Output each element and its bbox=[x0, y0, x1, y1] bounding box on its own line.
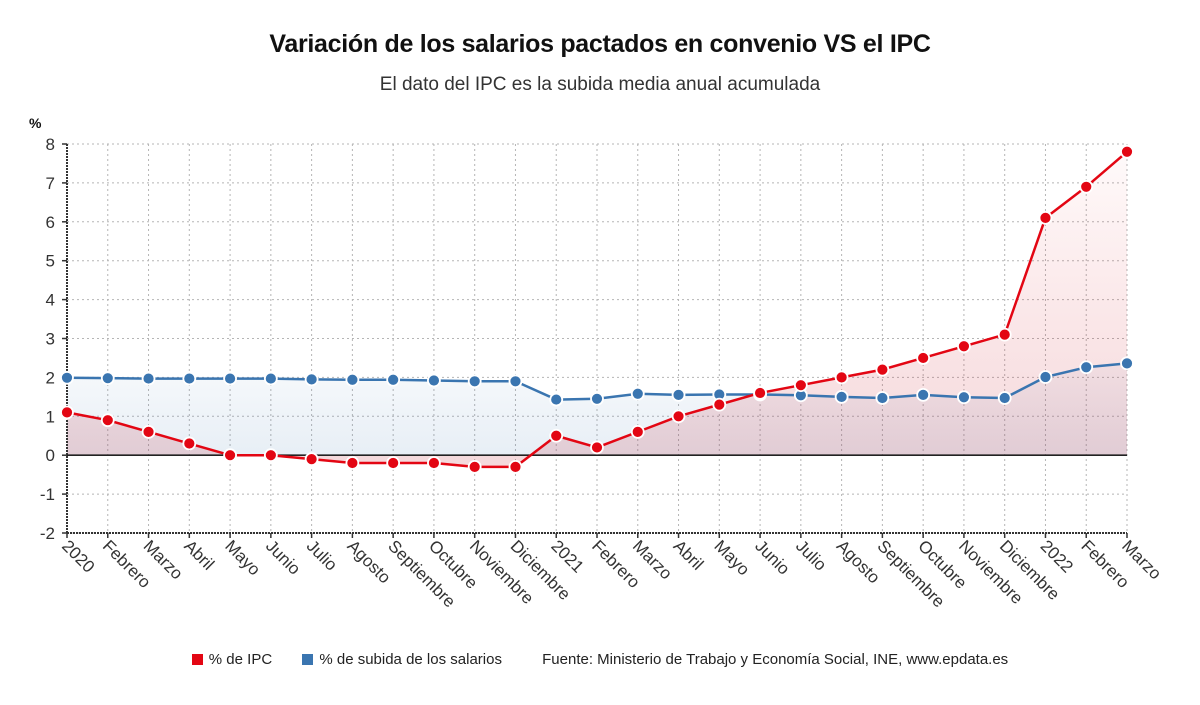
source-note: Fuente: Ministerio de Trabajo y Economía… bbox=[542, 651, 1009, 668]
point-salarios bbox=[345, 372, 360, 387]
x-tick-label: Junio bbox=[751, 536, 793, 578]
point-ipc bbox=[997, 327, 1012, 342]
point-ipc bbox=[1038, 211, 1053, 225]
y-tick-label: 6 bbox=[46, 213, 55, 232]
legend-item-ipc[interactable]: % de IPC bbox=[191, 651, 277, 668]
point-ipc bbox=[304, 452, 319, 466]
point-salarios bbox=[304, 372, 319, 387]
chart-title: Variación de los salarios pactados en co… bbox=[269, 30, 931, 58]
point-salarios bbox=[875, 391, 890, 405]
point-salarios bbox=[590, 391, 604, 406]
y-tick-labels: -2 -1 0 1 2 3 4 5 6 7 8 bbox=[40, 135, 55, 543]
point-salarios bbox=[263, 371, 278, 386]
point-salarios bbox=[386, 372, 401, 387]
point-ipc bbox=[630, 424, 645, 439]
point-ipc bbox=[916, 351, 931, 365]
point-ipc bbox=[590, 440, 604, 455]
legend-label-ipc: % de IPC bbox=[208, 651, 273, 668]
point-salarios bbox=[1120, 356, 1134, 371]
x-tick-label: 2020 bbox=[58, 536, 98, 576]
point-ipc bbox=[834, 370, 849, 385]
point-ipc bbox=[467, 459, 482, 474]
point-ipc bbox=[549, 428, 564, 443]
x-tick-label: Julio bbox=[792, 536, 830, 574]
x-tick-label: Junio bbox=[262, 536, 304, 578]
chart-subtitle: El dato del IPC es la subida media anual… bbox=[379, 74, 821, 95]
x-tick-label: Agosto bbox=[833, 536, 884, 587]
legend-swatch-ipc bbox=[191, 654, 203, 665]
point-salarios bbox=[1079, 360, 1094, 375]
grid bbox=[67, 143, 1128, 534]
point-ipc bbox=[182, 436, 197, 451]
point-salarios bbox=[467, 374, 482, 389]
y-tick-label: 1 bbox=[46, 407, 55, 426]
y-axis-unit-label: % bbox=[29, 115, 42, 131]
point-ipc bbox=[427, 456, 441, 470]
point-ipc bbox=[793, 378, 808, 393]
legend-swatch-salarios bbox=[302, 654, 314, 665]
point-ipc bbox=[508, 459, 523, 474]
point-salarios bbox=[916, 388, 931, 402]
point-salarios bbox=[1038, 370, 1053, 384]
point-salarios bbox=[549, 392, 564, 407]
point-ipc bbox=[223, 448, 237, 463]
point-salarios bbox=[671, 388, 686, 402]
y-tick-label: 4 bbox=[46, 291, 55, 310]
point-ipc bbox=[386, 456, 401, 470]
point-salarios bbox=[508, 374, 523, 389]
y-tick-label: 0 bbox=[46, 446, 55, 465]
point-ipc bbox=[875, 362, 890, 377]
y-tick-label: -2 bbox=[40, 524, 55, 543]
point-ipc bbox=[1079, 179, 1094, 194]
y-tick-label: 7 bbox=[46, 174, 55, 193]
point-ipc bbox=[345, 456, 360, 470]
point-salarios bbox=[182, 371, 197, 386]
point-salarios bbox=[834, 389, 849, 404]
point-ipc bbox=[671, 409, 686, 424]
legend-item-salarios[interactable]: % de subida de los salarios bbox=[302, 651, 506, 668]
x-tick-label: Mayo bbox=[221, 536, 264, 579]
point-ipc bbox=[60, 405, 74, 420]
x-tick-label: Julio bbox=[303, 536, 341, 574]
point-ipc bbox=[141, 424, 156, 439]
point-ipc bbox=[100, 413, 115, 428]
series-points bbox=[60, 144, 1134, 474]
point-ipc bbox=[957, 339, 971, 354]
area-ipc bbox=[67, 151, 1127, 467]
point-ipc bbox=[263, 448, 278, 463]
x-tick-label: Mayo bbox=[710, 536, 753, 579]
y-tick-label: 2 bbox=[46, 368, 55, 387]
y-tick-label: -1 bbox=[40, 485, 55, 504]
point-salarios bbox=[100, 371, 115, 386]
point-salarios bbox=[630, 386, 645, 401]
point-ipc bbox=[753, 386, 767, 400]
y-tick-label: 5 bbox=[46, 252, 55, 271]
legend-label-salarios: % de subida de los salarios bbox=[319, 651, 502, 668]
series-areas bbox=[67, 151, 1127, 467]
point-ipc bbox=[712, 397, 727, 412]
x-tick-label: Agosto bbox=[344, 536, 395, 587]
point-ipc bbox=[1120, 144, 1134, 159]
point-salarios bbox=[427, 373, 441, 388]
legend: % de IPC % de subida de los salarios Fue… bbox=[0, 651, 1200, 668]
point-salarios bbox=[223, 371, 237, 386]
y-tick-label: 3 bbox=[46, 330, 55, 349]
y-tick-label: 8 bbox=[46, 135, 55, 154]
point-salarios bbox=[997, 391, 1012, 405]
point-salarios bbox=[60, 370, 74, 385]
point-salarios bbox=[957, 390, 971, 405]
point-salarios bbox=[141, 371, 156, 386]
